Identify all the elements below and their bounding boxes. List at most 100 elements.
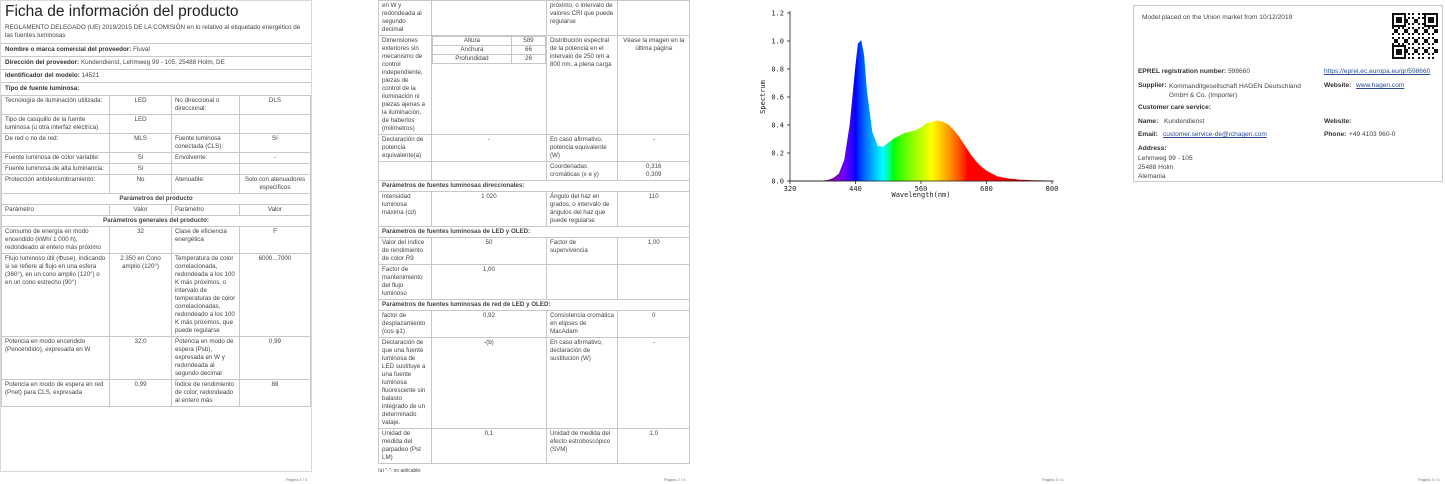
- info-row: Nombre o marca comercial del proveedor: …: [1, 43, 311, 56]
- qr-module: [1396, 31, 1398, 33]
- spectrum-chart: Spectrum Wavelength(nm) 0.0 0.2 0.4 0.6 0.8 1…: [759, 10, 1058, 200]
- table-row: Protección antideslumbramiento: No Atenuab…: [1, 174, 311, 194]
- table-cell: 0,1: [430, 428, 547, 464]
- qr-module: [1396, 21, 1398, 23]
- qr-module: [1422, 53, 1424, 55]
- table-cell: [238, 163, 311, 175]
- table-row: Declaración de que una fuente luminosa d…: [378, 337, 690, 429]
- table-cell: 0,99: [238, 336, 311, 380]
- label: Email:: [1138, 131, 1158, 138]
- qr-module: [1406, 31, 1408, 33]
- table-cell: 1,00: [430, 264, 547, 300]
- table-cell: Dimensiones exteriores sin mecanismo de …: [378, 35, 432, 135]
- y-tick-label: 0.8: [771, 66, 784, 74]
- qr-module: [1424, 29, 1426, 31]
- table-row: en W y redondeada al segundo decimal próx…: [378, 0, 690, 36]
- qr-module: [1436, 19, 1438, 21]
- table-cell: Tipo de casquillo de la fuente luminosa …: [1, 114, 111, 134]
- section-header: Parámetros de fuentes luminosas de LED y…: [378, 226, 690, 238]
- table-cell: 6000...7000: [238, 253, 311, 337]
- qr-module: [1430, 25, 1432, 27]
- qr-module: [1406, 29, 1408, 31]
- qr-module: [1432, 37, 1434, 39]
- qr-module: [1428, 37, 1430, 39]
- qr-module: [1416, 29, 1418, 31]
- page-footer: Página 2 / 4: [664, 477, 686, 482]
- qr-module: [1434, 51, 1436, 53]
- table-row: Dimensiones exteriores sin mecanismo de …: [378, 35, 690, 135]
- qr-module: [1418, 57, 1420, 59]
- qr-module: [1436, 31, 1438, 33]
- table-cell: factor de desplazamiento (cos φ1): [378, 310, 432, 338]
- table-cell: Protección antideslumbramiento:: [1, 174, 111, 194]
- table-cell: 50: [430, 237, 547, 265]
- table-cell: [430, 0, 547, 36]
- email-link[interactable]: customer.service-de@rchagen.com: [1163, 131, 1267, 138]
- qr-module: [1436, 51, 1438, 53]
- care-name: Kundendienst: [1164, 118, 1205, 125]
- qr-module: [1400, 19, 1402, 21]
- table-cell: [430, 161, 547, 181]
- qr-module: [1424, 25, 1426, 27]
- y-tick-label: 0.0: [771, 178, 784, 186]
- table-cell: [170, 163, 240, 175]
- qr-module: [1424, 13, 1426, 15]
- qr-module: [1396, 25, 1398, 27]
- table-cell: -: [238, 152, 311, 164]
- eprel-link[interactable]: https://eprel.ec.europa.eu/qr/598660: [1324, 68, 1431, 75]
- eprel-card: Model placed on the Union market from 10…: [1133, 5, 1443, 182]
- qr-module: [1392, 57, 1394, 59]
- qr-module: [1404, 31, 1406, 33]
- table-row: Unidad de medida del parpadeo (Pst LM) 0,…: [378, 428, 690, 464]
- qr-module: [1414, 21, 1416, 23]
- qr-module: [1406, 21, 1408, 23]
- qr-module: [1396, 19, 1398, 21]
- qr-module: [1398, 43, 1400, 45]
- table-cell: Altura 589 Anchura 66 Profundidad 26: [430, 35, 547, 135]
- qr-module: [1404, 25, 1406, 27]
- qr-module: [1432, 21, 1434, 23]
- qr-module: [1396, 57, 1398, 59]
- qr-module: [1418, 47, 1420, 49]
- table-cell: MLS: [109, 133, 172, 153]
- qr-module: [1398, 13, 1400, 15]
- qr-module: [1406, 39, 1408, 41]
- table-row: Fuente luminosa de color variable: Sí Envo…: [1, 152, 311, 164]
- qr-module: [1416, 19, 1418, 21]
- supplier: Kommanditgesellschaft HAGEN Deutschland …: [1169, 83, 1301, 99]
- qr-module: [1436, 15, 1438, 17]
- table-row: Parámetros del producto: [1, 193, 311, 205]
- table-cell: Valor: [109, 204, 172, 216]
- qr-module: [1392, 25, 1394, 27]
- table-cell: -: [430, 134, 547, 162]
- info-label: Nombre o marca comercial del proveedor:: [5, 46, 132, 53]
- qr-module: [1432, 17, 1434, 19]
- x-tick-label: 680: [980, 185, 993, 193]
- qr-module: [1422, 57, 1424, 59]
- qr-module: [1424, 21, 1426, 23]
- qr-module: [1432, 13, 1434, 15]
- table-row: Flujo luminoso útil (Φuse), indicando si…: [1, 253, 311, 337]
- qr-module: [1400, 49, 1402, 51]
- website-link[interactable]: www.hagen.com: [1356, 82, 1405, 89]
- qr-module: [1432, 25, 1434, 27]
- table-cell: Potencia en modo de espera (Psb), expres…: [170, 336, 240, 380]
- qr-module: [1432, 47, 1434, 49]
- qr-module: [1398, 27, 1400, 29]
- qr-module: [1392, 33, 1394, 35]
- qr-module: [1416, 39, 1418, 41]
- table-cell: Fuente luminosa de alta luminancia:: [1, 163, 111, 175]
- table-row: Intensidad luminosa máxima (cd) 1 020 Ángu…: [378, 191, 690, 227]
- qr-module: [1426, 13, 1428, 15]
- qr-module: [1392, 21, 1394, 23]
- address-line: Alemania: [1138, 173, 1166, 180]
- qr-module: [1406, 49, 1408, 51]
- sub-row: Profundidad 26: [431, 54, 546, 64]
- qr-module: [1422, 43, 1424, 45]
- qr-module: [1404, 53, 1406, 55]
- qr-module: [1394, 31, 1396, 33]
- qr-module: [1404, 13, 1406, 15]
- qr-module: [1392, 55, 1394, 57]
- qr-module: [1426, 49, 1428, 51]
- qr-module: [1414, 31, 1416, 33]
